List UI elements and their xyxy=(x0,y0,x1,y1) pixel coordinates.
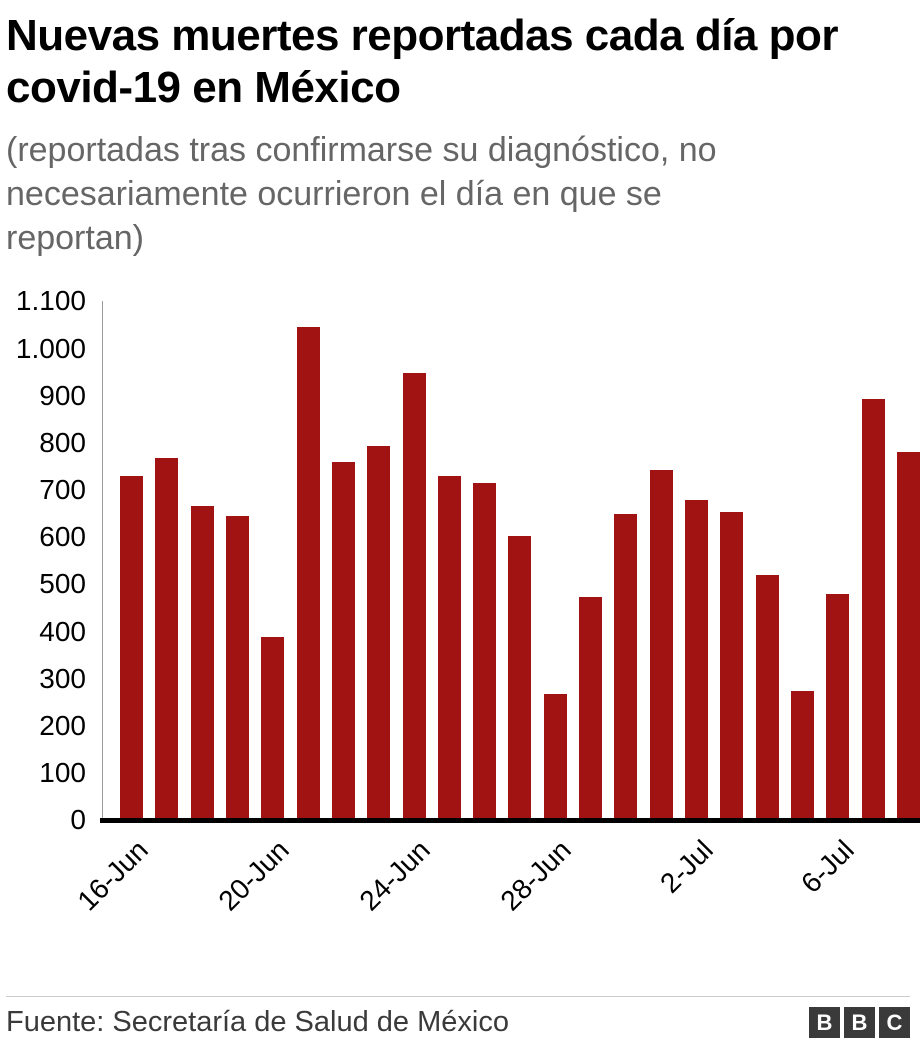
bar-20-Jun xyxy=(261,637,285,821)
bar-5-Jul xyxy=(790,691,814,821)
x-tick-label: 2-Jul xyxy=(653,834,719,900)
y-tick-label: 700 xyxy=(39,474,86,506)
bar-27-Jun xyxy=(508,536,532,821)
bar-6-Jul xyxy=(826,594,850,821)
bar-30-Jun xyxy=(614,514,638,821)
bar-2-Jul xyxy=(685,500,708,821)
bar-3-Jul xyxy=(720,512,744,821)
bars-area xyxy=(120,301,920,821)
footer: Fuente: Secretaría de Salud de México B … xyxy=(6,997,910,1039)
page-title: Nuevas muertes reportadas cada día por c… xyxy=(6,11,839,112)
page-subtitle: (reportadas tras confirmarse su diagnóst… xyxy=(6,130,717,258)
bar-22-Jun xyxy=(331,462,355,821)
bar-4-Jul xyxy=(755,575,779,821)
x-tick-label: 20-Jun xyxy=(212,834,295,917)
bar-7-Jul xyxy=(861,399,885,821)
bbc-logo: B B C xyxy=(809,1007,910,1039)
bar-8-Jul xyxy=(896,452,920,821)
y-tick-label: 200 xyxy=(39,710,86,741)
y-tick-label: 1.100 xyxy=(15,285,86,317)
bar-23-Jun xyxy=(367,446,391,821)
bar-17-Jun xyxy=(155,458,179,821)
bar-18-Jun xyxy=(190,506,214,821)
x-tick-label: 6-Jul xyxy=(794,834,860,900)
bar-25-Jun xyxy=(437,476,461,821)
bar-19-Jun xyxy=(225,516,249,821)
bar-28-Jun xyxy=(543,694,567,821)
bar-26-Jun xyxy=(473,483,497,821)
bar-16-Jun xyxy=(120,476,143,821)
x-tick-label: 16-Jun xyxy=(70,834,154,917)
y-tick-label: 900 xyxy=(39,379,86,411)
y-tick-label: 0 xyxy=(70,804,86,836)
bar-29-Jun xyxy=(579,597,603,821)
y-axis-line xyxy=(102,301,103,821)
footer-divider xyxy=(6,996,910,998)
x-axis-line xyxy=(100,818,920,824)
bbc-logo-block-b2: B xyxy=(844,1007,875,1039)
bbc-logo-block-b1: B xyxy=(809,1007,840,1039)
y-tick-label: 600 xyxy=(39,521,86,553)
y-tick-label: 800 xyxy=(39,426,86,458)
y-tick-label: 500 xyxy=(39,568,86,600)
bar-1-Jul xyxy=(649,470,673,821)
y-tick-label: 100 xyxy=(39,757,86,789)
bar-24-Jun xyxy=(402,373,426,821)
x-tick-label: 28-Jun xyxy=(494,834,578,917)
bar-chart: 0 100 200 300 400 500 600 700 800 900 1.000 1.100 1… xyxy=(6,284,920,990)
x-tick-label: 24-Jun xyxy=(353,834,436,917)
y-tick-label: 300 xyxy=(39,662,86,694)
source-text: Fuente: Secretaría de Salud de México xyxy=(6,1006,509,1039)
y-tick-label: 400 xyxy=(39,615,86,647)
bar-21-Jun xyxy=(296,327,320,821)
bbc-logo-block-c: C xyxy=(879,1007,910,1039)
y-tick-label: 1.000 xyxy=(15,332,86,364)
